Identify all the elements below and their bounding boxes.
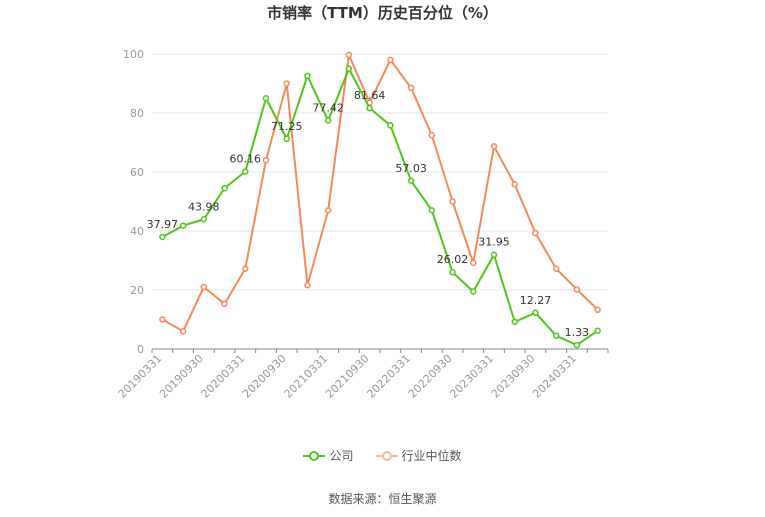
legend-company-line-icon [303, 450, 326, 461]
data-point-industry-median [283, 80, 290, 87]
data-point-company [470, 288, 477, 295]
data-point-company [200, 216, 208, 223]
data-point-company [221, 184, 228, 192]
data-point-industry-median [304, 282, 311, 289]
data-point-industry-median [552, 265, 560, 273]
data-point-industry-median [532, 229, 539, 237]
data-point-company [428, 207, 436, 214]
series-line-industry-median [161, 53, 599, 333]
data-label: 60.16 [230, 153, 262, 166]
data-point-industry-median [470, 259, 477, 267]
data-point-industry-median [407, 84, 415, 92]
data-labels: 37.97 43.98 60.16 71.25 77.42 81.64 57.03 26.02… [147, 89, 590, 339]
data-point-industry-median [490, 143, 498, 150]
data-label: 43.98 [188, 200, 220, 213]
series-line-company [161, 67, 599, 347]
data-label: 31.95 [478, 236, 510, 249]
data-point-industry-median [387, 56, 394, 64]
x-tick-label: 20240331 [530, 352, 579, 401]
data-point-company [304, 72, 311, 80]
grid-lines [152, 53, 608, 291]
data-point-company [159, 233, 166, 241]
data-point-industry-median [449, 198, 456, 205]
data-point-company [407, 177, 415, 185]
data-point-industry-median [573, 286, 581, 293]
data-label: 57.03 [395, 162, 427, 175]
data-point-company [532, 309, 539, 317]
data-point-industry-median [179, 328, 187, 335]
chart-title: 市销率（TTM）历史百分位（%） [267, 4, 498, 22]
data-point-company [552, 332, 560, 339]
data-point-company [179, 222, 187, 229]
data-point-industry-median [428, 131, 436, 139]
data-label: 1.33 [565, 326, 590, 339]
data-source: 数据来源：恒生聚源 [328, 492, 437, 506]
data-point-company [573, 341, 581, 349]
data-point-company [594, 327, 601, 334]
x-tick-label: 20210930 [323, 352, 372, 401]
x-tick-label: 20210331 [282, 352, 331, 401]
y-tick-label: 0 [137, 343, 144, 356]
series-lines [159, 51, 601, 349]
data-point-company [449, 268, 456, 276]
y-tick-label: 20 [130, 284, 144, 297]
x-tick-label: 20200331 [199, 352, 248, 401]
x-tick-label: 20190331 [116, 352, 165, 401]
data-point-company [283, 135, 290, 143]
data-point-company [242, 168, 249, 175]
y-tick-label: 60 [130, 166, 144, 179]
x-tick-label: 20230930 [489, 352, 538, 401]
data-point-company [345, 65, 353, 72]
data-point-industry-median [262, 156, 270, 164]
line-chart: 0 20 40 60 80 100 2019033120190930202003312020… [116, 48, 609, 401]
y-tick-label: 40 [130, 225, 144, 238]
data-label: 71.25 [271, 120, 303, 133]
data-point-company [490, 251, 498, 258]
legend-item-company[interactable]: 公司 [303, 447, 354, 464]
data-point-company [387, 122, 394, 129]
data-label: 77.42 [312, 102, 344, 115]
legend-company-label: 公司 [329, 449, 354, 463]
legend-industry-label: 行业中位数 [401, 449, 462, 463]
y-tick-label: 80 [130, 107, 144, 120]
data-point-industry-median [159, 316, 166, 323]
data-point-company [324, 117, 332, 124]
x-tick-label: 20190930 [157, 352, 206, 401]
data-point-industry-median [242, 265, 249, 273]
data-point-industry-median [511, 181, 518, 188]
data-point-industry-median [594, 306, 601, 314]
x-tick-label: 20200930 [240, 352, 289, 401]
data-point-company [262, 95, 270, 102]
legend: 公司 行业中位数 [0, 447, 765, 464]
data-point-industry-median [324, 207, 332, 214]
legend-item-industry-median[interactable]: 行业中位数 [375, 447, 462, 464]
x-tick-label: 20230331 [447, 352, 496, 401]
data-label: 37.97 [147, 218, 179, 231]
data-point-industry-median [221, 300, 228, 308]
data-label: 81.64 [354, 89, 386, 102]
data-point-industry-median [200, 283, 208, 291]
data-point-company [511, 318, 518, 326]
data-point-industry-median [345, 51, 353, 59]
data-label: 12.27 [520, 294, 552, 307]
data-label: 26.02 [437, 253, 469, 266]
x-tick-label: 20220930 [406, 352, 455, 401]
data-point-company [366, 104, 373, 112]
x-tick-label: 20220331 [364, 352, 413, 401]
legend-industry-line-icon [375, 450, 398, 461]
y-tick-label: 100 [123, 48, 144, 61]
